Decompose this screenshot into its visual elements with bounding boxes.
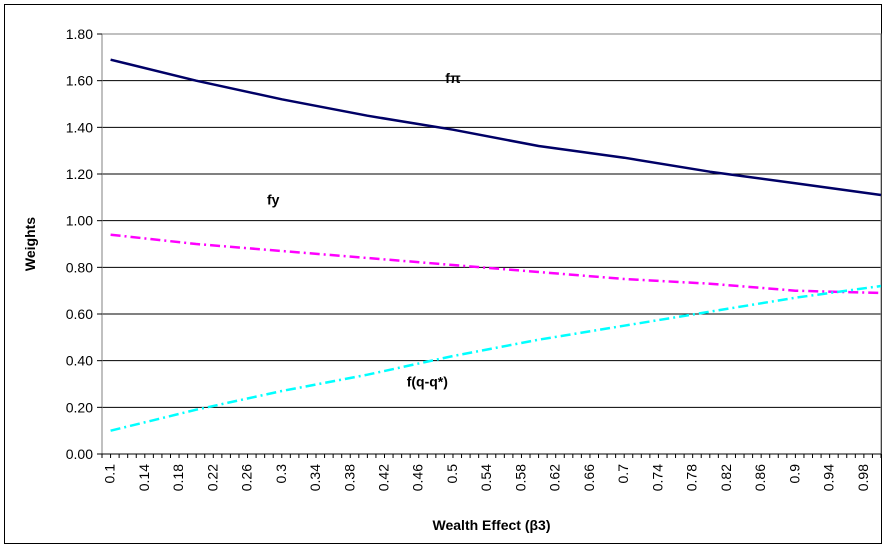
x-tick-label: 0.18 xyxy=(170,464,186,491)
x-tick-label: 0.5 xyxy=(444,464,460,484)
x-tick-label: 0.82 xyxy=(718,464,734,491)
x-tick-label: 0.3 xyxy=(273,464,289,484)
y-tick-label: 1.00 xyxy=(66,213,93,229)
x-tick-label: 0.7 xyxy=(615,464,631,484)
series-label: f(q-q*) xyxy=(407,373,448,389)
y-tick-label: 0.60 xyxy=(66,306,93,322)
series-label: fπ xyxy=(445,70,461,86)
series-labels: fπ fy f(q-q*) xyxy=(267,70,461,389)
x-tick-label: 0.78 xyxy=(684,464,700,491)
x-tick-label: 0.54 xyxy=(478,464,494,491)
y-tick-label: 1.60 xyxy=(66,73,93,89)
x-tick-label: 0.98 xyxy=(855,464,871,491)
series-line xyxy=(110,58,882,197)
y-axis-ticks: 0.00 0.20 0.40 0.60 0.80 1.00 1.20 1.40 1.60 1.80 xyxy=(66,26,102,462)
x-tick-label: 0.14 xyxy=(136,464,152,491)
y-tick-label: 0.00 xyxy=(66,446,93,462)
y-tick-label: 0.20 xyxy=(66,399,93,415)
x-tick-label: 0.1 xyxy=(102,464,118,484)
y-tick-label: 0.80 xyxy=(66,259,93,275)
series-line xyxy=(110,233,882,295)
y-tick-label: 0.40 xyxy=(66,353,93,369)
x-tick-label: 0.62 xyxy=(547,464,563,491)
x-tick-label: 0.86 xyxy=(752,464,768,491)
line-chart: 0.00 0.20 0.40 0.60 0.80 1.00 1.20 1.40 1.60 1.80… xyxy=(22,26,882,533)
plot-area xyxy=(101,33,882,455)
y-tick-label: 1.80 xyxy=(66,26,93,42)
x-tick-label: 0.94 xyxy=(821,464,837,491)
series xyxy=(110,58,882,432)
x-axis-ticks: 0.1 0.14 0.18 0.22 0.26 0.3 0.34 0.38 0.42 0.46 0.… xyxy=(101,453,882,491)
series-line xyxy=(110,284,882,432)
y-tick-label: 1.40 xyxy=(66,119,93,135)
x-tick-label: 0.74 xyxy=(649,464,665,491)
x-tick-label: 0.34 xyxy=(307,464,323,491)
chart-frame: 0.00 0.20 0.40 0.60 0.80 1.00 1.20 1.40 1.60 1.80… xyxy=(4,4,882,544)
x-tick-label: 0.38 xyxy=(341,464,357,491)
series-label: fy xyxy=(267,191,280,207)
x-tick-label: 0.9 xyxy=(786,464,802,484)
y-tick-label: 1.20 xyxy=(66,166,93,182)
x-tick-label: 0.26 xyxy=(239,464,255,491)
x-tick-label: 0.66 xyxy=(581,464,597,491)
x-axis-title: Wealth Effect (β3) xyxy=(433,517,551,533)
x-tick-label: 0.58 xyxy=(512,464,528,491)
x-tick-label: 0.46 xyxy=(410,464,426,491)
x-tick-label: 0.22 xyxy=(204,464,220,491)
gridlines xyxy=(102,33,881,408)
y-axis-title: Weights xyxy=(22,217,38,271)
x-tick-label: 0.42 xyxy=(375,464,391,491)
